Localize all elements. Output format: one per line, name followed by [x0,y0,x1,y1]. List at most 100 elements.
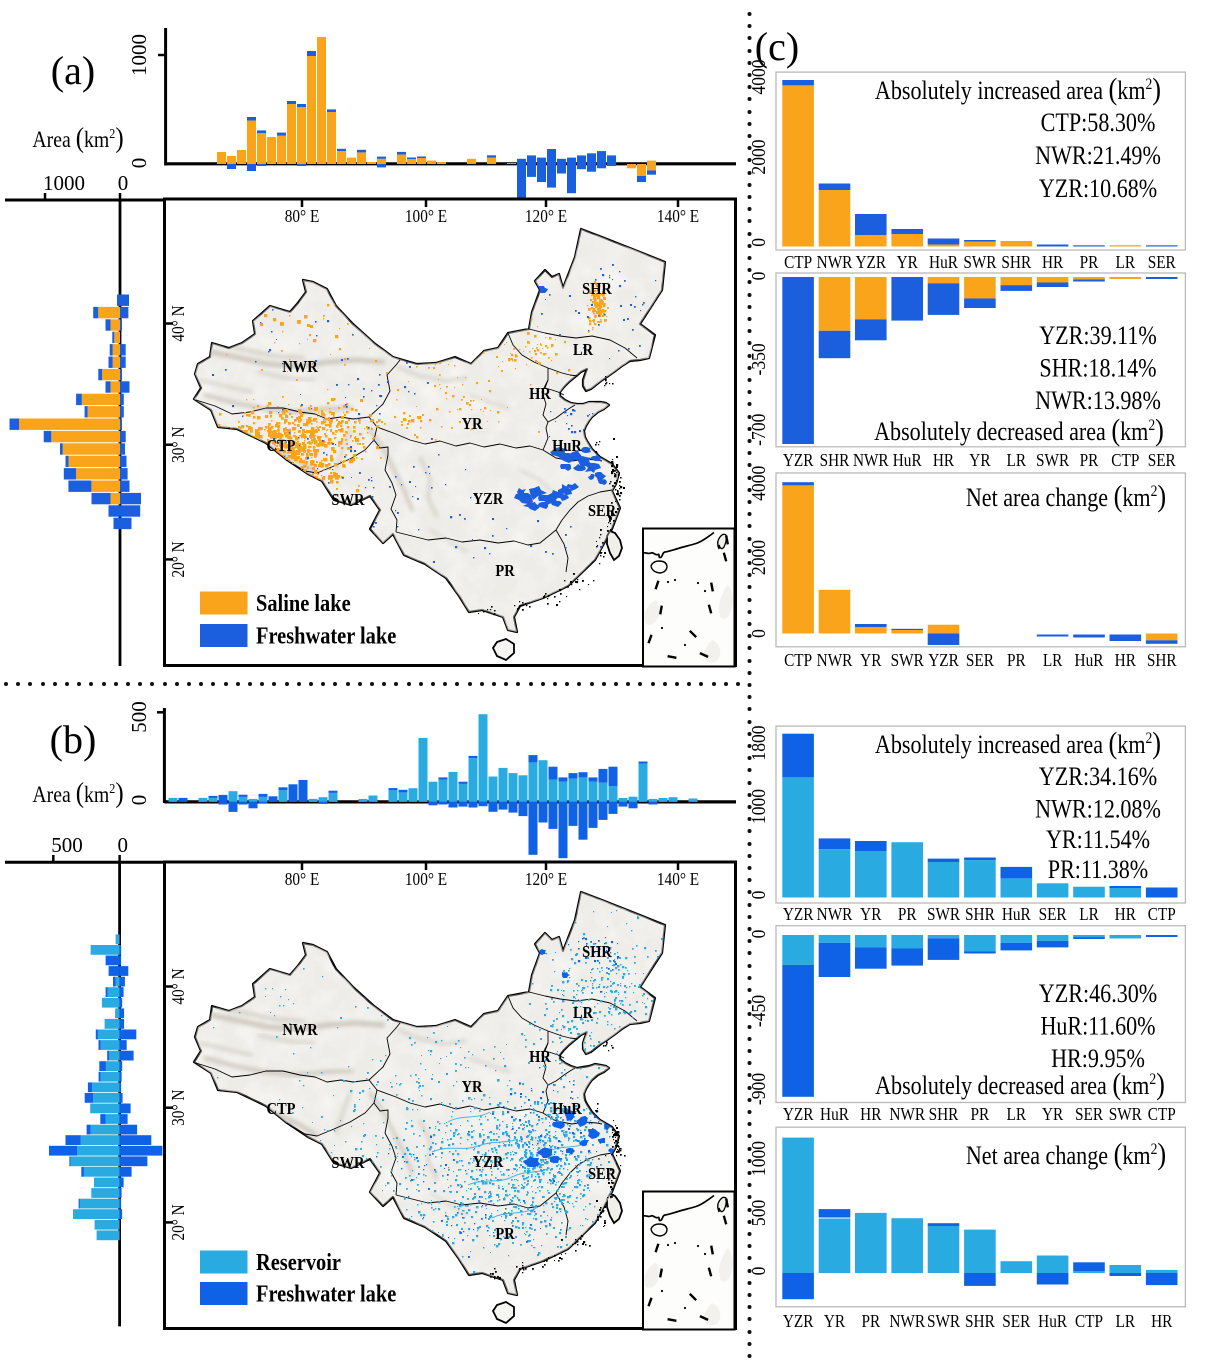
svg-text:0: 0 [748,272,770,281]
svg-text:0: 0 [748,930,770,939]
svg-text:40° N: 40° N [168,305,188,341]
svg-text:YZR: YZR [783,1311,814,1331]
svg-text:CTP: CTP [267,437,296,455]
svg-text:1800: 1800 [748,725,770,760]
svg-text:PR: PR [495,562,515,580]
svg-text:Saline lake: Saline lake [256,589,351,616]
svg-text:Freshwater lake: Freshwater lake [256,1280,396,1307]
svg-text:HR: HR [529,1048,551,1066]
svg-text:HuR: HuR [552,437,582,455]
svg-text:SER: SER [1148,450,1177,470]
svg-text:YZR:46.30%: YZR:46.30% [1039,980,1157,1008]
svg-text:YZR: YZR [928,650,959,670]
svg-text:SER: SER [1002,1311,1031,1331]
svg-text:HR: HR [1042,252,1064,272]
svg-text:2000: 2000 [748,540,770,575]
svg-text:Net area change (km2): Net area change (km2) [966,1137,1166,1171]
svg-text:0: 0 [748,238,770,247]
svg-text:PR: PR [1080,252,1099,272]
svg-text:Net area change (km2): Net area change (km2) [966,479,1166,513]
svg-text:SHR: SHR [582,943,612,961]
svg-text:1000: 1000 [43,171,85,195]
svg-text:-700: -700 [748,414,770,446]
svg-text:40° N: 40° N [168,968,188,1004]
svg-text:-900: -900 [748,1073,770,1105]
svg-text:(a): (a) [51,48,95,93]
svg-text:SWR: SWR [927,1311,961,1331]
svg-text:CTP: CTP [784,650,812,670]
svg-text:SER: SER [1039,904,1068,924]
svg-text:LR: LR [1116,252,1136,272]
svg-text:0: 0 [127,795,151,806]
svg-text:PR:11.38%: PR:11.38% [1048,857,1148,885]
svg-text:HuR: HuR [820,1104,850,1124]
svg-text:NWR: NWR [282,1021,318,1039]
svg-text:HR: HR [529,385,551,403]
svg-text:SHR:18.14%: SHR:18.14% [1039,355,1156,383]
svg-text:NWR: NWR [853,450,889,470]
svg-text:NWR:21.49%: NWR:21.49% [1035,142,1161,170]
svg-text:LR: LR [1007,1104,1027,1124]
svg-text:PR: PR [495,1225,515,1243]
svg-text:30° N: 30° N [168,1090,188,1126]
svg-text:SER: SER [588,502,617,520]
svg-text:CTP: CTP [1148,1104,1176,1124]
svg-text:1000: 1000 [748,789,770,824]
svg-text:LR: LR [1043,650,1063,670]
svg-text:LR: LR [573,341,594,359]
svg-text:PR: PR [1007,650,1026,670]
svg-text:SWR: SWR [332,1154,365,1172]
svg-text:CTP: CTP [1148,904,1176,924]
svg-text:-450: -450 [748,995,770,1027]
svg-text:YZR: YZR [783,450,814,470]
svg-text:0: 0 [127,158,151,169]
svg-text:YZR:34.16%: YZR:34.16% [1039,763,1157,791]
svg-text:HuR:11.60%: HuR:11.60% [1040,1013,1155,1041]
svg-text:-350: -350 [748,343,770,375]
svg-text:NWR:13.98%: NWR:13.98% [1035,387,1161,415]
svg-text:Absolutely decreased area (km2: Absolutely decreased area (km2) [874,413,1164,447]
svg-text:SHR: SHR [1001,252,1032,272]
svg-text:4000: 4000 [748,466,770,501]
svg-text:PR: PR [971,1104,990,1124]
svg-text:YR: YR [969,450,991,470]
svg-text:HuR: HuR [552,1100,582,1118]
svg-text:CTP: CTP [1111,450,1139,470]
svg-text:NWR: NWR [282,358,318,376]
svg-text:PR: PR [861,1311,880,1331]
svg-text:30° N: 30° N [168,427,188,463]
svg-text:SWR: SWR [1109,1104,1143,1124]
svg-text:SHR: SHR [1147,650,1178,670]
svg-text:YZR:39.11%: YZR:39.11% [1039,322,1157,350]
svg-text:120° E: 120° E [525,869,567,889]
svg-text:80° E: 80° E [285,206,320,226]
svg-text:YR: YR [462,415,483,433]
svg-text:YZR:10.68%: YZR:10.68% [1039,175,1157,203]
svg-text:20° N: 20° N [168,541,188,577]
svg-text:500: 500 [51,833,83,857]
svg-text:HuR: HuR [1075,650,1105,670]
svg-text:1000: 1000 [748,1141,770,1176]
svg-text:YR: YR [824,1311,846,1331]
svg-text:LR: LR [1116,1311,1136,1331]
svg-text:CTP: CTP [1075,1311,1103,1331]
svg-text:HR:9.95%: HR:9.95% [1051,1045,1145,1073]
svg-text:YR: YR [897,252,919,272]
svg-text:YR: YR [860,650,882,670]
svg-text:YR: YR [1042,1104,1064,1124]
svg-text:YR:11.54%: YR:11.54% [1046,826,1150,854]
svg-text:Area (km2): Area (km2) [32,776,123,808]
svg-text:SHR: SHR [820,450,851,470]
svg-text:SHR: SHR [965,1311,996,1331]
svg-text:Reservoir: Reservoir [256,1248,341,1275]
svg-text:YZR: YZR [783,904,814,924]
svg-text:HR: HR [1115,904,1137,924]
svg-text:0: 0 [118,171,129,195]
svg-text:140° E: 140° E [657,206,699,226]
svg-text:HR: HR [860,1104,882,1124]
svg-text:CTP:58.30%: CTP:58.30% [1041,109,1156,137]
svg-text:0: 0 [748,1267,770,1276]
svg-text:SER: SER [966,650,995,670]
svg-text:1000: 1000 [127,34,151,76]
svg-text:YR: YR [462,1078,483,1096]
